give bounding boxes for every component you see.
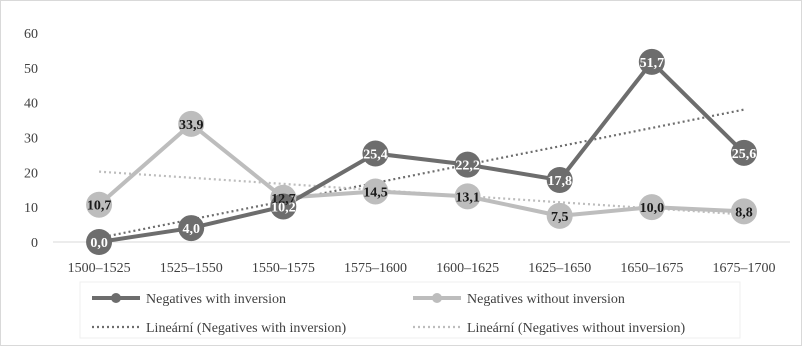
x-tick-label: 1650–1675 [620, 261, 683, 276]
legend-box [79, 281, 741, 339]
data-point [178, 110, 205, 137]
legend-label: Negatives without inversion [467, 292, 625, 307]
data-label: 51,7 [640, 56, 665, 71]
data-point [638, 194, 665, 221]
legend-item-1: Negatives with inversion [92, 292, 286, 307]
data-label: 17,8 [547, 174, 572, 189]
series-line-2 [97, 121, 745, 218]
y-tick-label: 0 [31, 236, 38, 251]
data-label: 14,5 [363, 185, 388, 200]
data-label: 10,2 [271, 200, 296, 215]
data-point [86, 191, 113, 218]
legend-swatch-marker [432, 293, 442, 303]
series-line-1 [98, 59, 746, 244]
y-tick-label: 50 [24, 62, 38, 77]
y-tick-label: 10 [24, 201, 38, 216]
x-tick-label: 1600–1625 [436, 261, 499, 276]
x-tick-label: 1500–1525 [68, 261, 131, 276]
legend-item-4: Lineární (Negatives without inversion) [413, 321, 685, 336]
y-tick-label: 60 [24, 27, 38, 42]
data-label: 13,1 [455, 190, 480, 205]
data-point [546, 202, 573, 229]
data-point [454, 183, 481, 210]
data-label: 0,0 [90, 236, 108, 251]
data-label: 25,4 [363, 148, 388, 163]
data-point [546, 166, 573, 193]
data-label: 25,6 [732, 147, 757, 162]
data-point [178, 215, 205, 242]
data-point [362, 140, 389, 167]
legend-label: Lineární (Negatives without inversion) [467, 321, 685, 336]
legend-swatch-marker [111, 293, 121, 303]
data-label: 22,2 [455, 159, 480, 174]
data-point [270, 193, 297, 220]
data-point [86, 229, 113, 255]
legend-label: Negatives with inversion [146, 292, 286, 307]
data-point [454, 151, 481, 178]
data-label: 8,8 [735, 205, 753, 220]
x-tick-label: 1625–1650 [528, 261, 591, 276]
x-tick-label: 1675–1700 [712, 261, 775, 276]
data-point [362, 178, 389, 205]
data-point [638, 48, 665, 75]
data-label: 33,9 [179, 118, 204, 133]
data-label: 10,7 [87, 199, 112, 214]
data-label: 10,0 [640, 201, 665, 216]
data-label: 4,0 [182, 222, 200, 237]
x-tick-label: 1550–1575 [252, 261, 315, 276]
legend-label: Lineární (Negatives with inversion) [146, 321, 347, 336]
y-tick-label: 30 [24, 132, 38, 147]
x-tick-label: 1575–1600 [344, 261, 407, 276]
data-label: 7,5 [551, 210, 569, 225]
y-tick-label: 40 [24, 97, 38, 112]
data-label: 12,7 [271, 192, 296, 207]
data-point [730, 198, 757, 225]
data-point [730, 139, 757, 166]
x-tick-label: 1525–1550 [160, 261, 223, 276]
legend-item-2: Negatives without inversion [413, 292, 625, 307]
legend-item-3: Lineární (Negatives with inversion) [92, 321, 347, 336]
y-tick-label: 20 [24, 166, 38, 181]
